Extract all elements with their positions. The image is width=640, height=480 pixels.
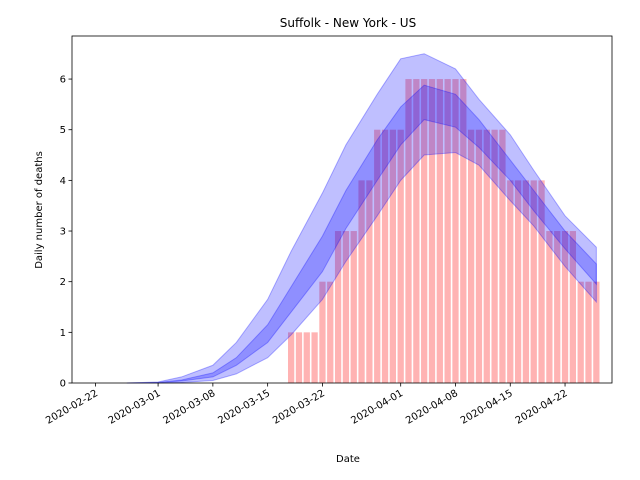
bar [350, 231, 357, 383]
bar [530, 180, 537, 383]
bar [436, 79, 443, 383]
bar [381, 129, 389, 383]
x-tick-label: 2020-04-15 [459, 388, 515, 427]
bar [561, 231, 569, 383]
bar [538, 180, 545, 383]
bar [389, 129, 396, 383]
x-tick-label: 2020-02-22 [44, 388, 100, 427]
x-tick-label: 2020-03-08 [162, 388, 218, 427]
x-tick-label: 2020-04-22 [514, 388, 570, 427]
bar [374, 129, 381, 383]
bar [554, 231, 561, 383]
bar [358, 180, 365, 383]
bar [334, 231, 342, 383]
bar [397, 129, 404, 383]
y-tick-label: 4 [60, 176, 66, 187]
bar [421, 79, 428, 383]
x-tick-label: 2020-04-01 [349, 388, 405, 427]
bar [593, 281, 600, 383]
bar [444, 79, 451, 383]
x-tick-label: 2020-03-01 [107, 388, 163, 427]
y-tick-label: 6 [60, 75, 66, 86]
bar [499, 129, 506, 383]
band [126, 53, 597, 384]
bar [303, 332, 310, 383]
bar [475, 129, 483, 383]
bar [522, 180, 530, 383]
bar [413, 79, 420, 383]
bar [428, 79, 436, 383]
x-tick-label: 2020-04-08 [404, 388, 460, 427]
bar [569, 231, 576, 383]
x-axis-label: Date [336, 454, 360, 465]
y-tick-label: 3 [60, 227, 66, 238]
bar [452, 79, 459, 383]
bar [546, 231, 553, 383]
bar [311, 332, 318, 383]
y-tick-label: 2 [60, 277, 66, 288]
band [126, 84, 597, 384]
y-axis-label: Daily number of deaths [34, 151, 45, 269]
bar [319, 281, 326, 383]
y-tick-label: 0 [60, 379, 66, 390]
bar [327, 281, 334, 383]
bar [483, 129, 490, 383]
chart-title: Suffolk - New York - US [280, 16, 416, 30]
bar [585, 281, 592, 383]
x-tick-label: 2020-03-15 [216, 388, 272, 427]
bar [507, 180, 514, 383]
bar [491, 129, 498, 383]
x-tick-label: 2020-03-22 [271, 388, 327, 427]
bar [460, 79, 467, 383]
bar [295, 332, 303, 383]
bar [288, 332, 295, 383]
bar [342, 231, 350, 383]
bar [366, 180, 373, 383]
y-tick-label: 5 [60, 125, 66, 136]
plot-frame [71, 35, 613, 384]
y-tick-label: 1 [60, 328, 66, 339]
bar [405, 79, 412, 383]
bar [577, 281, 584, 383]
bar [468, 129, 475, 383]
bar [514, 180, 522, 383]
